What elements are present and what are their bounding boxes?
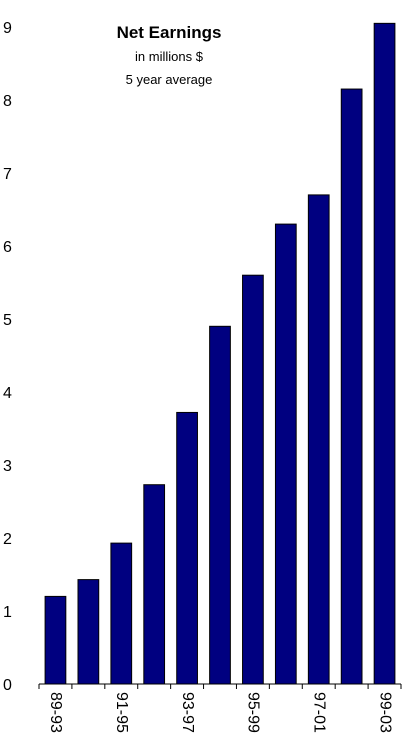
bar-99-03: [373, 22, 396, 685]
bar-89-93: [44, 595, 67, 685]
x-tick-label: 91-95: [113, 692, 130, 733]
y-tick-label: 3: [3, 458, 12, 475]
x-tick-label: 95-99: [245, 692, 262, 733]
y-tick-label: 7: [3, 166, 12, 183]
y-tick-label: 1: [3, 604, 12, 621]
chart-title: Net Earnings: [117, 23, 222, 42]
y-tick-label: 6: [3, 239, 12, 256]
y-tick-label: 4: [3, 385, 12, 402]
bar-97-01: [307, 194, 330, 685]
x-tick-label: 99-03: [376, 692, 393, 733]
bar-93-97: [176, 411, 198, 685]
y-axis-tick-labels: 0 1 2 3 4 5 6 7 8 9: [3, 20, 12, 694]
bar-96-00: [274, 223, 297, 685]
bar-91-95: [110, 542, 133, 685]
y-tick-label: 0: [3, 677, 12, 694]
chart-title-block: Net Earnings in millions $ 5 year averag…: [117, 23, 222, 87]
x-tick-label: 97-01: [310, 692, 327, 733]
bar-90-94: [77, 579, 100, 685]
bar-94-98: [209, 325, 231, 685]
x-tick-label: 89-93: [47, 692, 64, 733]
bar-98-02: [340, 88, 363, 685]
y-tick-label: 2: [3, 531, 12, 548]
x-axis-tick-labels: 89-93 91-95 93-97 95-99 97-01 99-03: [47, 692, 393, 733]
bar-95-99: [242, 274, 264, 685]
chart-subtitle-line-2: 5 year average: [126, 72, 213, 87]
bar-92-96: [143, 484, 166, 685]
y-tick-label: 8: [3, 93, 12, 110]
x-axis-ticks: [38, 684, 402, 689]
bars: [44, 22, 396, 685]
y-tick-label: 9: [3, 20, 12, 37]
y-tick-label: 5: [3, 312, 12, 329]
chart-subtitle-line-1: in millions $: [135, 49, 204, 64]
x-tick-label: 93-97: [179, 692, 196, 733]
